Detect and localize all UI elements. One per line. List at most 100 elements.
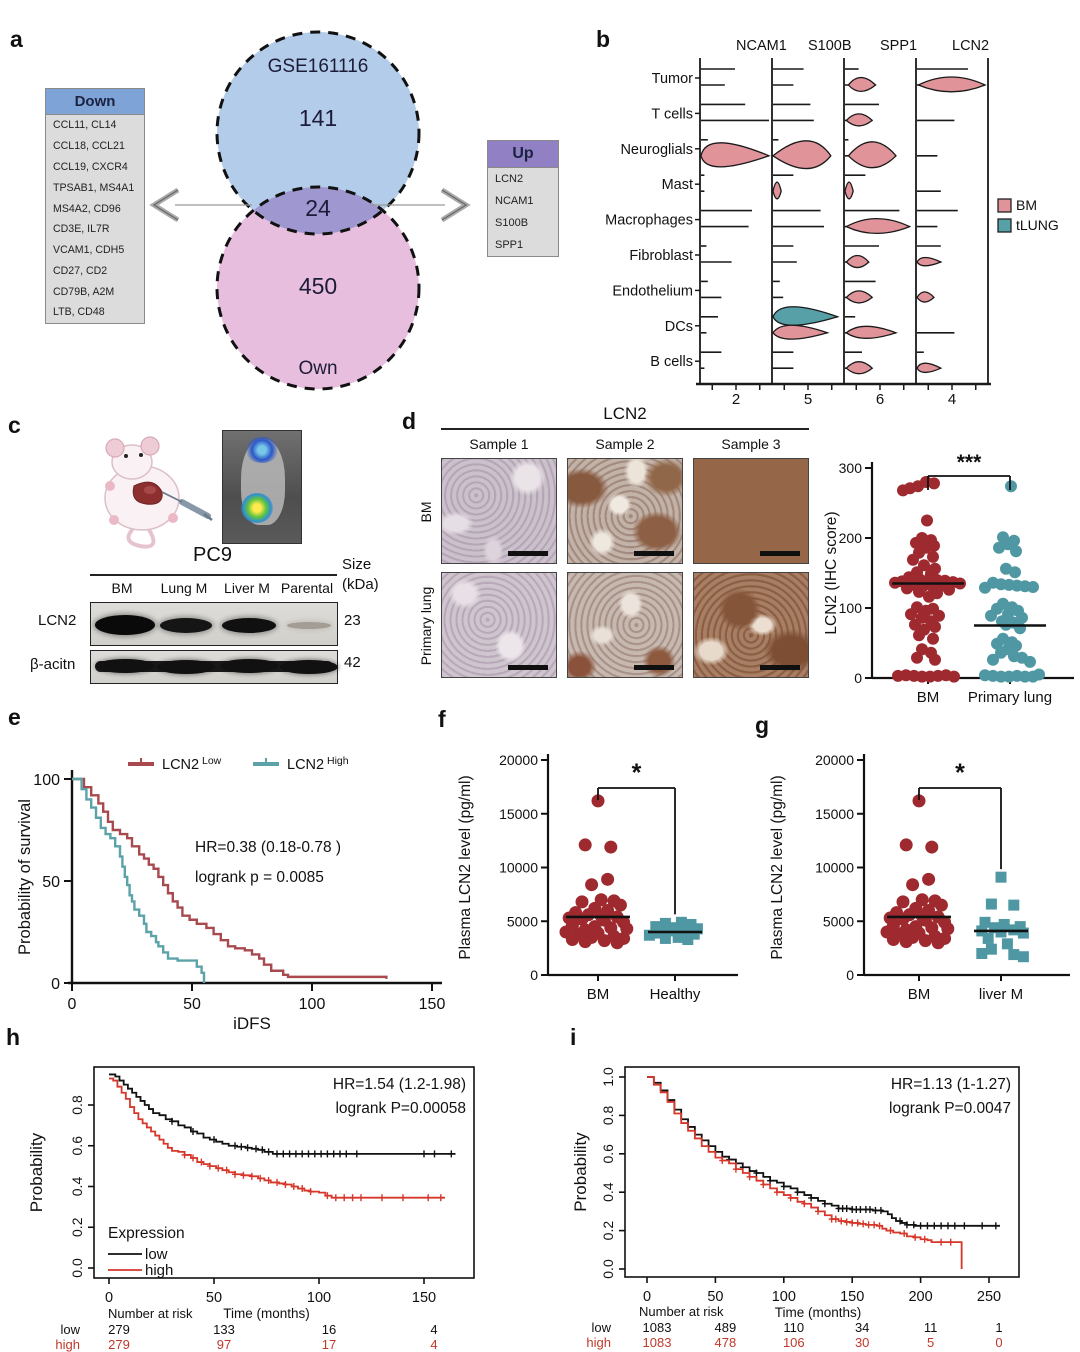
ihc-row-label-primary-lung: Primary lung: [418, 586, 434, 666]
violin-SPP1-DCs: [845, 325, 898, 339]
svg-text:low: low: [145, 1246, 168, 1263]
data-point: [934, 898, 948, 912]
svg-text:tLUNG: tLUNG: [1016, 217, 1059, 233]
actin-band-3: [280, 660, 338, 674]
up-gene-list: LCN2 NCAM1 S100B SPP1: [488, 168, 558, 256]
data-point: [982, 932, 994, 944]
violin-SPP1-Neuroglials: [847, 141, 897, 169]
hr-text: HR=0.38 (0.18-0.78 ): [195, 839, 341, 856]
data-point: [925, 840, 939, 854]
data-point: [979, 916, 991, 928]
blot-kda-lcn2: 23: [344, 612, 361, 629]
sample-header-1: Sample 1: [469, 436, 529, 452]
svg-text:DCs: DCs: [665, 319, 693, 335]
ihc-image-bm-sample-3: [693, 458, 809, 564]
svg-text:4: 4: [948, 391, 956, 408]
risk-value: 1083: [643, 1335, 672, 1350]
svg-text:0: 0: [643, 1289, 651, 1305]
violin-SPP1-Macrophages: [844, 218, 912, 234]
gene-item: TPSAB1, MS4A1: [53, 181, 135, 194]
up-box-header: Up: [488, 141, 558, 168]
ihc-row-label-bm: BM: [418, 501, 434, 523]
data-point: [659, 932, 671, 944]
data-point: [923, 590, 935, 603]
plasma-scatter-healthy: 0 5000 10000 15000 20000 Plasma LCN2 level (p…: [457, 752, 738, 1003]
data-point: [907, 553, 919, 566]
risk-table-title: Number at risk: [639, 1304, 724, 1319]
data-point: [905, 608, 917, 621]
risk-value: 1083: [643, 1320, 672, 1335]
svg-text:low: low: [60, 1322, 80, 1337]
svg-text:SPP1: SPP1: [880, 38, 917, 54]
data-point: [659, 917, 671, 929]
svg-text:150: 150: [412, 1290, 436, 1306]
violin-SPP1-B cells: [845, 361, 874, 375]
lane-label-Parental: Parental: [280, 580, 334, 596]
svg-text:Probability: Probability: [572, 1132, 590, 1212]
actin-band-1: [157, 660, 215, 674]
actin-band-2: [220, 659, 278, 673]
svg-text:141: 141: [299, 105, 337, 131]
svg-text:LCN2 High: LCN2 High: [287, 755, 349, 773]
data-point: [911, 651, 923, 664]
svg-text:2: 2: [732, 391, 740, 408]
group-label-BM: BM: [917, 689, 940, 706]
group-label-Primary lung: Primary lung: [968, 689, 1052, 706]
svg-text:450: 450: [299, 273, 337, 299]
kda-header: (kDa): [342, 576, 379, 593]
blot-header-rule: [90, 574, 337, 576]
svg-text:10000: 10000: [815, 860, 854, 876]
risk-value: 279: [108, 1322, 130, 1337]
data-point: [899, 838, 913, 852]
ihc-title-rule: [441, 428, 809, 430]
svg-text:low: low: [591, 1320, 611, 1335]
violin-SPP1-Endothelium: [845, 290, 874, 304]
data-point: [604, 840, 618, 854]
up-gene-box: Up LCN2 NCAM1 S100B SPP1: [487, 140, 559, 257]
violin-LCN2-Endothelium: [916, 291, 935, 303]
risk-value: 17: [322, 1337, 336, 1352]
svg-text:GSE161116: GSE161116: [268, 56, 369, 77]
svg-text:0.6: 0.6: [600, 1144, 616, 1164]
significance-stars: *: [955, 759, 965, 787]
data-point: [901, 582, 913, 595]
svg-text:B cells: B cells: [650, 354, 693, 370]
violin-LCN2-Fibroblast: [916, 256, 943, 267]
svg-text:20000: 20000: [499, 752, 538, 768]
legend-title: Expression: [108, 1225, 185, 1242]
lcn2-band-2: [222, 617, 276, 633]
svg-text:5000: 5000: [823, 913, 854, 929]
data-point: [1008, 949, 1020, 961]
violin-SPP1-Mast: [844, 181, 854, 200]
svg-text:Time (months): Time (months): [775, 1305, 862, 1320]
data-point: [985, 898, 997, 910]
data-point: [1008, 899, 1020, 911]
panel-label-b: b: [596, 26, 611, 52]
data-point: [685, 918, 697, 930]
data-point: [688, 928, 700, 940]
svg-text:BM: BM: [1016, 197, 1037, 213]
data-point: [1014, 921, 1026, 933]
group-label-Healthy: Healthy: [650, 986, 701, 1003]
sample-header-3: Sample 3: [721, 436, 781, 452]
data-point: [922, 872, 936, 886]
violin-SPP1-T cells: [845, 113, 874, 127]
svg-text:Endothelium: Endothelium: [612, 283, 693, 299]
down-gene-box: Down CCL11, CL14 CCL18, CCL21 CCL19, CXCR4…: [45, 88, 145, 324]
svg-text:100: 100: [307, 1290, 331, 1306]
data-point: [913, 629, 925, 642]
svg-text:5000: 5000: [507, 913, 538, 929]
data-point: [927, 632, 939, 645]
svg-text:150: 150: [419, 996, 446, 1013]
svg-text:high: high: [586, 1335, 611, 1350]
blot-row-label-lcn2: LCN2: [38, 612, 77, 629]
svg-text:50: 50: [707, 1289, 723, 1305]
data-point: [921, 514, 933, 527]
mouse-illustration: [104, 436, 213, 549]
group-label-BM: BM: [908, 986, 931, 1003]
data-point: [672, 931, 684, 943]
cell-line-label: PC9: [193, 544, 232, 566]
down-gene-list: CCL11, CL14 CCL18, CCL21 CCL19, CXCR4 TPSAB…: [46, 115, 144, 323]
logrank-text: logrank P=0.0047: [889, 1100, 1011, 1117]
svg-text:50: 50: [42, 874, 60, 891]
